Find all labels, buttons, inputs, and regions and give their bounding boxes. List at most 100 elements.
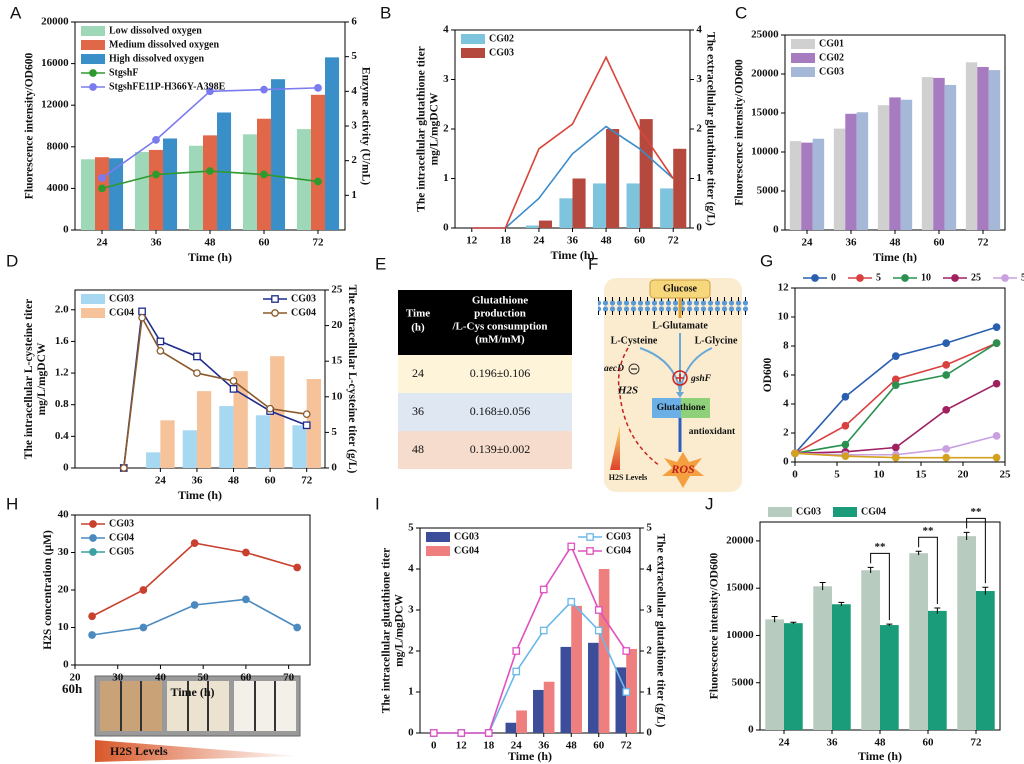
point xyxy=(119,464,128,472)
error-bar xyxy=(867,566,874,574)
node-label: L-Glycine xyxy=(695,335,738,346)
x-tick-label: 36 xyxy=(151,237,163,249)
point xyxy=(266,404,274,413)
x-tick-label: 36 xyxy=(827,737,839,749)
y-tick-label: 0 xyxy=(63,659,69,671)
y-axis-label: The extracellular glutathione titer (g/L… xyxy=(655,534,667,728)
bar xyxy=(765,619,784,730)
error-bar xyxy=(838,601,845,607)
y-tick-label: 1 xyxy=(408,686,414,698)
bar xyxy=(845,113,857,230)
point xyxy=(152,136,160,144)
x-tick-label: 60 xyxy=(923,737,935,749)
y-tick-label: 0 xyxy=(646,727,652,739)
error-bar xyxy=(982,586,989,595)
legend-label: CG04 xyxy=(109,532,134,543)
y-tick-label: 3 xyxy=(408,604,414,616)
legend-marker xyxy=(89,534,97,542)
series-line xyxy=(471,55,674,229)
y-axis-label: The intracellular glutathione titer xyxy=(380,548,392,714)
x-tick-label: 36 xyxy=(191,475,203,487)
promote-symbol xyxy=(676,374,684,382)
point xyxy=(139,586,148,594)
y-tick-label: 1 xyxy=(696,172,702,184)
y-tick-label: 3 xyxy=(696,73,702,85)
bar xyxy=(134,152,149,230)
node-label: Glucose xyxy=(663,283,697,294)
point xyxy=(190,601,199,609)
y-tick-label: 5 xyxy=(331,426,337,438)
bar xyxy=(861,570,880,730)
point xyxy=(512,647,521,655)
node-label: L-Glutamate xyxy=(652,320,708,331)
y-tick-label: 0 xyxy=(408,727,414,739)
x-tick-label: 20 xyxy=(958,469,970,481)
header-cell: Glutathione xyxy=(472,295,528,307)
photo-strip xyxy=(234,681,296,731)
point xyxy=(567,597,576,606)
y-tick-label: 12000 xyxy=(41,99,69,111)
y-tick-label: 0 xyxy=(696,222,702,234)
header-cell: production xyxy=(474,308,526,320)
bar xyxy=(202,135,218,230)
photo-strip-edge xyxy=(120,681,276,731)
legend-marker xyxy=(89,520,97,528)
point xyxy=(942,360,951,369)
y-tick-label: 6 xyxy=(783,369,789,381)
bar xyxy=(909,553,928,730)
bar xyxy=(525,225,539,228)
significance-label: ** xyxy=(875,541,887,553)
y-tick-label: 8 xyxy=(783,340,789,352)
legend-label: CG03 xyxy=(489,47,514,58)
ros-star xyxy=(662,452,704,488)
x-axis-label: Time (h) xyxy=(178,488,222,502)
bar xyxy=(109,158,124,230)
point xyxy=(891,453,900,462)
point xyxy=(229,385,238,393)
x-tick-label: 18 xyxy=(500,235,512,247)
y-tick-label: 0.8 xyxy=(55,398,69,410)
node-label: antioxidant xyxy=(689,427,736,437)
x-tick-label: 72 xyxy=(668,235,680,247)
bar xyxy=(571,605,582,733)
series-line xyxy=(433,544,627,734)
error-bar xyxy=(771,616,778,623)
y-axis-label: mg/L/mgDCW xyxy=(36,342,48,415)
y-axis-label: Enzyme activity (U/mL) xyxy=(360,67,372,185)
legend-label: CG03 xyxy=(109,518,134,529)
table-row xyxy=(398,431,572,469)
y-tick-label: 1 xyxy=(443,172,449,184)
x-tick-label: 30 xyxy=(112,672,124,684)
panel-label: A xyxy=(10,3,22,22)
legend-swatch xyxy=(791,39,815,49)
y-tick-label: 0.4 xyxy=(55,430,69,442)
legend-label: 50 xyxy=(1021,272,1024,283)
y-tick-label: 1.2 xyxy=(55,367,69,379)
x-tick-label: 36 xyxy=(846,237,858,249)
significance-bracket xyxy=(966,517,986,584)
y-tick-label: 5 xyxy=(351,50,357,62)
bar xyxy=(880,625,899,730)
x-tick-label: 20 xyxy=(70,672,82,684)
legend-label: Medium dissolved oxygen xyxy=(109,39,219,50)
point xyxy=(891,352,900,360)
y-tick-label: 4 xyxy=(646,563,652,575)
bar xyxy=(146,452,161,468)
legend-label: CG02 xyxy=(819,52,844,63)
bar xyxy=(639,119,653,228)
bar xyxy=(856,112,869,230)
photo-strip xyxy=(167,681,229,731)
legend-swatch xyxy=(81,26,105,36)
table-cell: 0.196±0.106 xyxy=(470,366,531,380)
bar xyxy=(933,77,945,231)
bar xyxy=(957,536,976,730)
bar xyxy=(242,134,257,230)
y-axis-label: The extracellular L-cysteine titer (g/L) xyxy=(346,285,358,474)
point xyxy=(457,729,466,737)
bar xyxy=(505,722,517,733)
y-tick-label: 0 xyxy=(748,724,754,736)
legend-label: StgshFE11P-H366Y-A398E xyxy=(109,81,226,92)
x-tick-label: 48 xyxy=(890,237,902,249)
y-axis-label: The intracellular glutathione titer xyxy=(415,46,427,212)
